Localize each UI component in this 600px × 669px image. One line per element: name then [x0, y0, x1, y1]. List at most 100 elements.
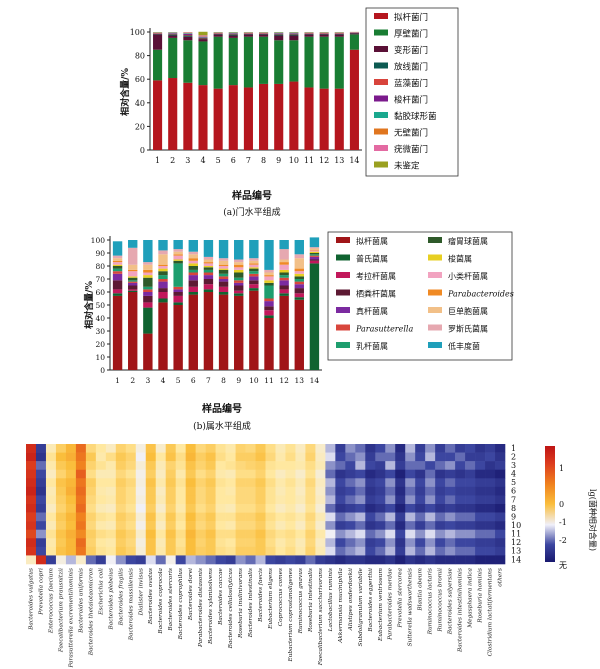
heatmap-cell — [105, 529, 117, 539]
heatmap-cell — [155, 469, 167, 479]
bar-segment — [279, 259, 289, 263]
heatmap-cell — [225, 486, 236, 496]
heatmap-cell — [45, 486, 57, 496]
heatmap-column-label: Prevotella copri — [38, 568, 44, 616]
heatmap-cell — [305, 521, 316, 531]
heatmap-cell — [45, 478, 57, 488]
heatmap-cell — [205, 529, 216, 539]
heatmap-cell — [415, 546, 426, 556]
heatmap-cell — [35, 546, 47, 556]
legend-label: 梭杆菌门 — [394, 95, 428, 106]
heatmap-cell — [325, 521, 336, 531]
heatmap-cell — [345, 546, 356, 556]
heatmap-column-label: Dialister invisus — [138, 568, 144, 616]
heatmap-cell — [325, 452, 336, 462]
bar-segment — [198, 85, 208, 150]
heatmap-cell — [275, 495, 286, 505]
bar-segment — [279, 285, 289, 290]
heatmap-cell — [405, 555, 416, 565]
heatmap-cell — [305, 555, 316, 565]
heatmap-cell — [125, 512, 137, 522]
heatmap-cell — [255, 486, 266, 496]
heatmap-cell — [205, 546, 216, 556]
heatmap-cell — [315, 504, 326, 513]
heatmap-cell — [265, 538, 276, 548]
heatmap-cell — [75, 486, 87, 496]
heatmap-cell — [255, 538, 266, 548]
heatmap-column-label: Sutterella wadsworthensis — [408, 568, 414, 646]
heatmap-row-label: 5 — [511, 478, 516, 487]
heatmap-cell — [105, 555, 117, 565]
bar-segment — [309, 247, 320, 249]
x-tick-label: 13 — [334, 156, 344, 165]
heatmap-cell — [115, 461, 127, 471]
heatmap-column-label: Bacteroides uniformis — [78, 568, 84, 634]
heatmap-cell — [95, 521, 107, 531]
bar-segment — [249, 267, 259, 269]
bar-segment — [203, 263, 214, 266]
heatmap-colorbar-label: lg(菌种相对含量) — [588, 489, 598, 551]
heatmap-cell — [235, 555, 246, 565]
bar-segment — [173, 260, 183, 264]
heatmap-cell — [475, 555, 486, 565]
bar-segment — [158, 281, 168, 289]
heatmap-column-label: Bacteroides eggerthii — [368, 568, 374, 633]
heatmap-cell — [305, 538, 316, 548]
heatmap-cell — [135, 452, 147, 462]
heatmap-cell — [125, 504, 137, 513]
bar-segment — [198, 35, 208, 37]
heatmap-cell — [175, 495, 186, 505]
heatmap-cell — [85, 555, 97, 565]
heatmap-cell — [26, 521, 37, 531]
heatmap-cell — [145, 529, 157, 539]
legend-swatch — [428, 289, 442, 296]
heatmap-cell — [465, 512, 476, 522]
heatmap-cell — [35, 538, 47, 548]
bar-segment — [294, 268, 304, 272]
heatmap-cell — [375, 486, 386, 496]
heatmap-cell — [205, 486, 216, 496]
heatmap-cell — [45, 521, 57, 531]
heatmap-row-label: 8 — [511, 504, 516, 513]
heatmap-cell — [365, 469, 376, 479]
heatmap-cell — [225, 495, 236, 505]
bar-segment — [112, 295, 123, 370]
heatmap-cell — [475, 538, 486, 548]
heatmap-cell — [85, 538, 97, 548]
heatmap-cell — [405, 521, 416, 531]
heatmap-row-label: 12 — [511, 538, 521, 547]
bar-segment — [173, 254, 183, 256]
heatmap-cell — [465, 546, 476, 556]
heatmap-cell — [455, 461, 466, 471]
bar-segment — [188, 258, 198, 261]
heatmap-cell — [355, 461, 366, 471]
colorbar-tick-label: 无 — [559, 561, 567, 570]
heatmap-cell — [115, 478, 127, 488]
heatmap-cell — [215, 529, 226, 539]
bar-segment — [279, 249, 289, 260]
legend-swatch — [336, 254, 350, 261]
bar-segment — [294, 240, 304, 255]
bar-segment — [112, 268, 123, 272]
bar-segment — [153, 33, 163, 35]
heatmap-cell — [405, 504, 416, 513]
bar-segment — [218, 269, 229, 274]
bar-segment — [168, 35, 178, 38]
heatmap-cell — [26, 478, 37, 488]
heatmap-column-label: Lactobacillus ruminis — [328, 568, 334, 632]
heatmap-cell — [455, 444, 466, 453]
heatmap-cell — [105, 452, 117, 462]
heatmap-cell — [85, 469, 97, 479]
heatmap-cell — [145, 469, 157, 479]
legend-swatch — [374, 95, 388, 102]
heatmap-cell — [415, 538, 426, 548]
heatmap-column-label: Ruminococcus bromii — [438, 568, 444, 633]
heatmap-cell — [435, 538, 446, 548]
bar-segment — [289, 81, 299, 150]
heatmap-cell — [365, 504, 376, 513]
heatmap-cell — [335, 538, 346, 548]
bar-segment — [198, 36, 208, 38]
heatmap-cell — [325, 529, 336, 539]
heatmap-column-label: Bacteroides fragilis — [118, 568, 124, 626]
